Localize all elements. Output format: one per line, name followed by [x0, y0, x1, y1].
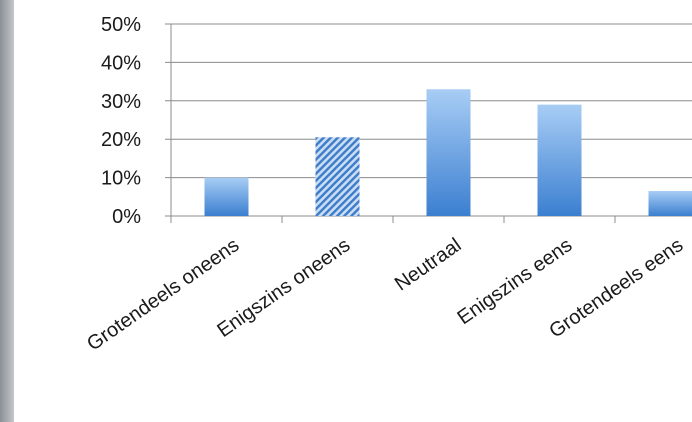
x-tick-label: Grotendeels oneens [83, 234, 243, 355]
axes [170, 24, 616, 223]
bars [204, 89, 692, 216]
bar [315, 137, 360, 216]
y-tick-label: 10% [101, 168, 141, 190]
left-frame-strip [0, 0, 14, 422]
bar [537, 104, 582, 216]
x-tick-label: Neutraal [391, 234, 466, 295]
y-tick-label: 0% [112, 206, 141, 228]
y-tick-label: 40% [101, 52, 141, 74]
y-tick-labels: 0% 10% 20% 30% 40% 50% [101, 14, 141, 228]
y-tick-label: 30% [101, 91, 141, 113]
y-tick-label: 20% [101, 129, 141, 151]
y-tick-label: 50% [101, 14, 141, 36]
bar [426, 89, 471, 216]
bar [204, 177, 249, 216]
bar [648, 191, 692, 216]
